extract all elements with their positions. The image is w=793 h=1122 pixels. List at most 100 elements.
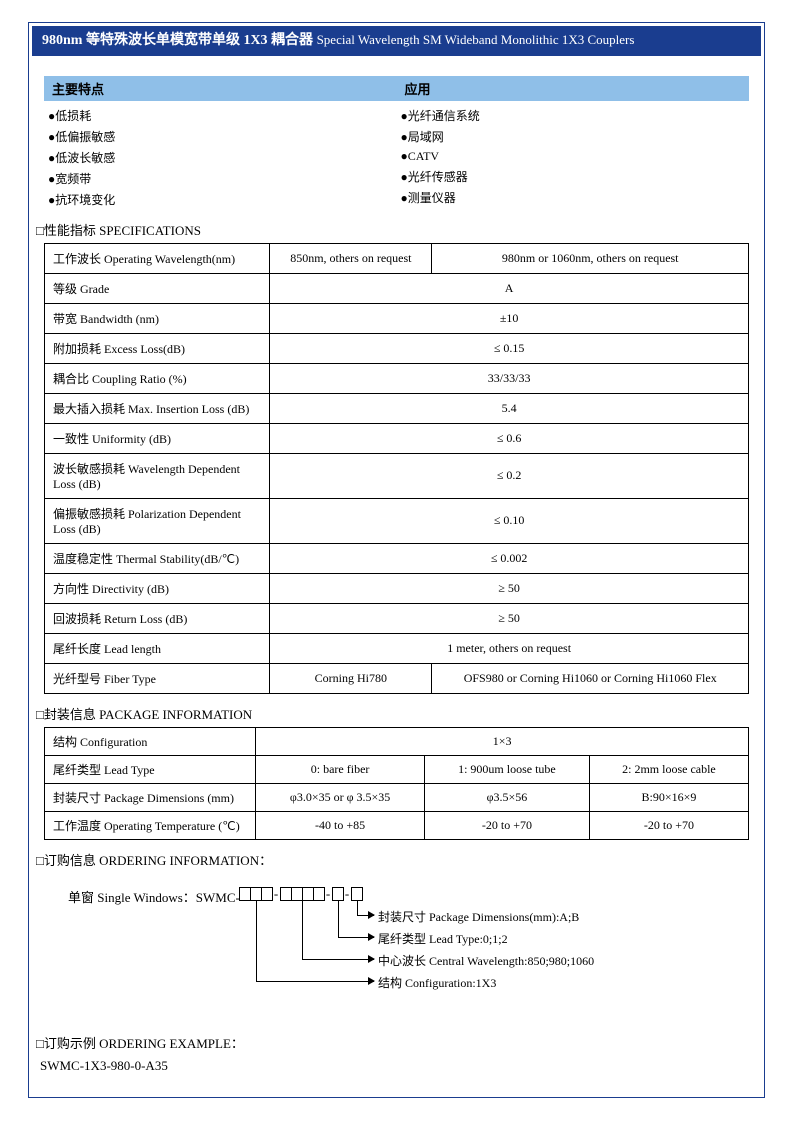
table-row: 封装尺寸 Package Dimensions (mm)φ3.0×35 or φ…: [45, 783, 749, 811]
spec-value: ≤ 0.10: [270, 498, 749, 543]
spec-label: 带宽 Bandwidth (nm): [45, 303, 270, 333]
spec-value: Corning Hi780: [270, 663, 432, 693]
features-apps-header: 主要特点 应用: [44, 76, 749, 101]
table-row: 附加损耗 Excess Loss(dB)≤ 0.15: [45, 333, 749, 363]
connector-line: [256, 981, 375, 982]
spec-label: 耦合比 Coupling Ratio (%): [45, 363, 270, 393]
connector-line: [302, 959, 374, 960]
spec-value: ≥ 50: [270, 573, 749, 603]
spec-label: 光纤型号 Fiber Type: [45, 663, 270, 693]
arrow-icon: [368, 955, 375, 963]
table-row: 回波损耗 Return Loss (dB)≥ 50: [45, 603, 749, 633]
app-item: ●光纤传感器: [397, 166, 750, 187]
spec-value: 33/33/33: [270, 363, 749, 393]
spec-value: 5.4: [270, 393, 749, 423]
spec-label: 附加损耗 Excess Loss(dB): [45, 333, 270, 363]
spec-value: ≤ 0.002: [270, 543, 749, 573]
app-item: ●CATV: [397, 147, 750, 166]
app-item: ●光纤通信系统: [397, 105, 750, 126]
apps-list: ●光纤通信系统 ●局域网 ●CATV ●光纤传感器 ●测量仪器: [397, 105, 750, 210]
ordering-desc: 封装尺寸 Package Dimensions(mm):A;B: [378, 908, 579, 925]
spec-label: 一致性 Uniformity (dB): [45, 423, 270, 453]
app-item: ●测量仪器: [397, 187, 750, 208]
spec-value: ≤ 0.6: [270, 423, 749, 453]
spec-value: A: [270, 273, 749, 303]
pkg-label: 工作温度 Operating Temperature (℃): [45, 811, 256, 839]
arrow-icon: [368, 933, 375, 941]
ordering-desc: 尾纤类型 Lead Type:0;1;2: [378, 930, 508, 947]
spec-label: 最大插入损耗 Max. Insertion Loss (dB): [45, 393, 270, 423]
ordering-desc: 结构 Configuration:1X3: [378, 974, 496, 991]
package-table: 结构 Configuration1×3尾纤类型 Lead Type0: bare…: [44, 727, 749, 840]
page-frame: 980nm 等特殊波长单模宽带单级 1X3 耦合器 Special Wavele…: [28, 22, 765, 1098]
feature-item: ●低损耗: [44, 105, 397, 126]
connector-line: [357, 901, 358, 915]
connector-line: [302, 901, 303, 959]
table-row: 最大插入损耗 Max. Insertion Loss (dB)5.4: [45, 393, 749, 423]
feature-item: ●抗环境变化: [44, 189, 397, 210]
pkg-value: -20 to +70: [589, 811, 748, 839]
apps-header: 应用: [397, 76, 750, 101]
table-row: 一致性 Uniformity (dB)≤ 0.6: [45, 423, 749, 453]
pkg-value: 2: 2mm loose cable: [589, 755, 748, 783]
table-row: 耦合比 Coupling Ratio (%)33/33/33: [45, 363, 749, 393]
ordering-heading: □订购信息 ORDERING INFORMATION：: [36, 850, 761, 869]
table-row: 方向性 Directivity (dB)≥ 50: [45, 573, 749, 603]
pkg-value: -20 to +70: [424, 811, 589, 839]
table-row: 光纤型号 Fiber TypeCorning Hi780OFS980 or Co…: [45, 663, 749, 693]
table-row: 波长敏感损耗 Wavelength Dependent Loss (dB)≤ 0…: [45, 453, 749, 498]
pkg-value: 1: 900um loose tube: [424, 755, 589, 783]
specs-table: 工作波长 Operating Wavelength(nm)850nm, othe…: [44, 243, 749, 694]
spec-value: OFS980 or Corning Hi1060 or Corning Hi10…: [432, 663, 749, 693]
spec-value: 1 meter, others on request: [270, 633, 749, 663]
spec-value: 980nm or 1060nm, others on request: [432, 243, 749, 273]
table-row: 工作温度 Operating Temperature (℃)-40 to +85…: [45, 811, 749, 839]
arrow-icon: [368, 977, 375, 985]
example-heading: □订购示例 ORDERING EXAMPLE：: [36, 1033, 757, 1052]
table-row: 结构 Configuration1×3: [45, 727, 749, 755]
spec-label: 方向性 Directivity (dB): [45, 573, 270, 603]
title-en: Special Wavelength SM Wideband Monolithi…: [317, 32, 635, 47]
spec-value: ±10: [270, 303, 749, 333]
spec-label: 尾纤长度 Lead length: [45, 633, 270, 663]
app-item: ●局域网: [397, 126, 750, 147]
page-content: 980nm 等特殊波长单模宽带单级 1X3 耦合器 Special Wavele…: [32, 26, 761, 1094]
features-header: 主要特点: [44, 76, 397, 101]
ordering-desc: 中心波长 Central Wavelength:850;980;1060: [378, 952, 594, 969]
title-cn: 980nm 等特殊波长单模宽带单级 1X3 耦合器: [42, 33, 313, 48]
pkg-label: 结构 Configuration: [45, 727, 256, 755]
pkg-value: -40 to +85: [256, 811, 425, 839]
connector-line: [338, 901, 339, 937]
spec-label: 波长敏感损耗 Wavelength Dependent Loss (dB): [45, 453, 270, 498]
spec-value: ≥ 50: [270, 603, 749, 633]
example-code: SWMC-1X3-980-0-A35: [40, 1058, 753, 1074]
ordering-lines: 封装尺寸 Package Dimensions(mm):A;B 尾纤类型 Lead…: [44, 887, 749, 1027]
table-row: 工作波长 Operating Wavelength(nm)850nm, othe…: [45, 243, 749, 273]
spec-label: 等级 Grade: [45, 273, 270, 303]
features-list: ●低损耗 ●低偏振敏感 ●低波长敏感 ●宽频带 ●抗环境变化: [44, 105, 397, 210]
spec-label: 回波损耗 Return Loss (dB): [45, 603, 270, 633]
table-row: 尾纤长度 Lead length1 meter, others on reque…: [45, 633, 749, 663]
pkg-value: 1×3: [256, 727, 749, 755]
spec-value: 850nm, others on request: [270, 243, 432, 273]
spec-value: ≤ 0.2: [270, 453, 749, 498]
specs-heading: □性能指标 SPECIFICATIONS: [36, 220, 761, 239]
feature-item: ●低波长敏感: [44, 147, 397, 168]
pkg-value: φ3.0×35 or φ 3.5×35: [256, 783, 425, 811]
spec-label: 工作波长 Operating Wavelength(nm): [45, 243, 270, 273]
table-row: 等级 GradeA: [45, 273, 749, 303]
pkg-label: 封装尺寸 Package Dimensions (mm): [45, 783, 256, 811]
title-bar: 980nm 等特殊波长单模宽带单级 1X3 耦合器 Special Wavele…: [32, 26, 761, 56]
feature-item: ●低偏振敏感: [44, 126, 397, 147]
pkg-value: B:90×16×9: [589, 783, 748, 811]
bullet-lists: ●低损耗 ●低偏振敏感 ●低波长敏感 ●宽频带 ●抗环境变化 ●光纤通信系统 ●…: [44, 105, 749, 210]
arrow-icon: [368, 911, 375, 919]
table-row: 带宽 Bandwidth (nm)±10: [45, 303, 749, 333]
spec-value: ≤ 0.15: [270, 333, 749, 363]
table-row: 偏振敏感损耗 Polarization Dependent Loss (dB)≤…: [45, 498, 749, 543]
feature-item: ●宽频带: [44, 168, 397, 189]
pkg-value: 0: bare fiber: [256, 755, 425, 783]
pkg-value: φ3.5×56: [424, 783, 589, 811]
table-row: 温度稳定性 Thermal Stability(dB/℃)≤ 0.002: [45, 543, 749, 573]
connector-line: [256, 901, 257, 981]
